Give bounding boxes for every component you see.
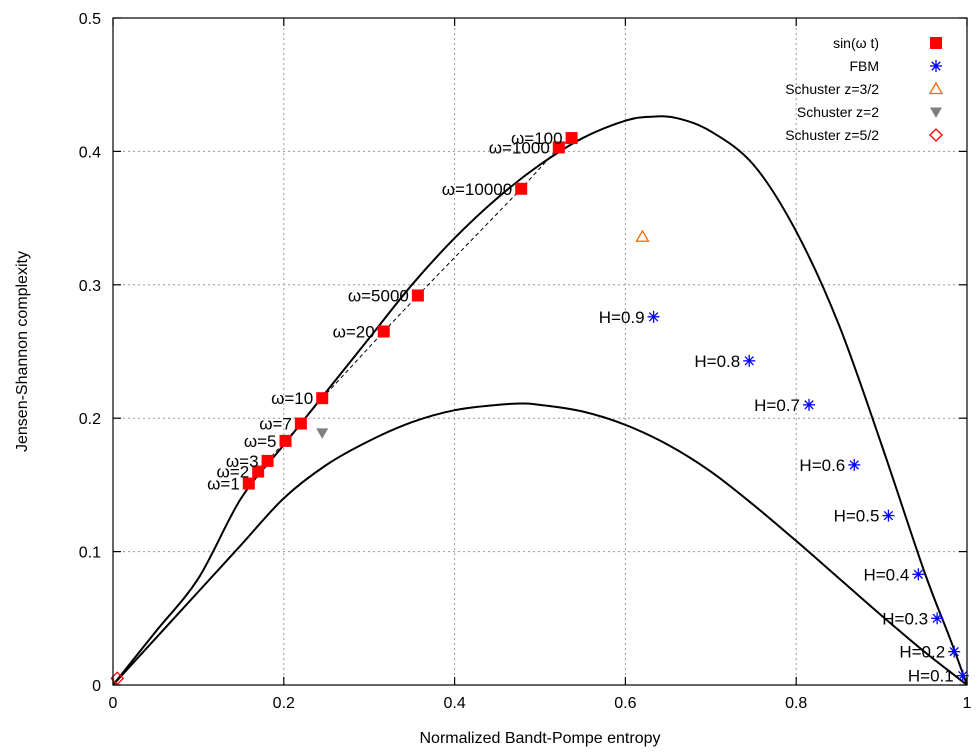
series-0-point (294, 417, 307, 430)
series-0-point (377, 325, 390, 338)
legend-entry-marker (930, 107, 942, 118)
legend-entry-label: Schuster z=2 (797, 104, 879, 120)
legend-entry-label: sin(ω t) (833, 35, 879, 51)
series-0-point-label: ω=1000 (489, 138, 550, 157)
series-0-point (279, 434, 292, 447)
series-0-point (316, 392, 329, 405)
data-points (110, 132, 969, 686)
series-1-point-label: H=0.4 (863, 565, 909, 584)
series-0-point-label: ω=10 (271, 389, 313, 408)
series-1-point (848, 458, 861, 471)
series-1-point-stroke (804, 400, 814, 410)
legend-entry-label: Schuster z=3/2 (785, 81, 879, 97)
series-0-point (552, 141, 565, 154)
series-1-point (743, 354, 756, 367)
series-0-point-label: ω=10000 (442, 180, 512, 199)
x-tick-label: 0.2 (273, 695, 295, 712)
y-tick-label: 0 (92, 678, 101, 695)
series-0-point-label: ω=2 (217, 463, 250, 482)
y-tick-label: 0.1 (79, 545, 101, 562)
series-0-point (565, 132, 578, 145)
series-1-point (912, 568, 925, 581)
series-0-point-label: ω=5 (244, 432, 277, 451)
series-1-point-label: H=0.2 (899, 643, 945, 662)
series-1-point-label: H=0.3 (882, 609, 928, 628)
x-tick-label: 0.8 (785, 695, 807, 712)
x-tick-label: 0 (109, 695, 118, 712)
series-1-point-stroke (913, 569, 924, 579)
legend-entry-marker (930, 60, 942, 72)
legend-entry-marker-stroke (931, 61, 941, 71)
y-tick-label: 0.2 (79, 411, 101, 428)
series-1-point (803, 398, 816, 411)
y-tick-label: 0.4 (79, 144, 101, 161)
series-0-point-label: ω=20 (333, 322, 375, 341)
legend-entry-marker (928, 81, 944, 95)
series-1-point-stroke (744, 356, 754, 366)
legend: sin(ω t) FBM Schuster z=3/2 Schuster z=2 Sch… (785, 35, 944, 143)
upper-bound-curve (112, 115, 968, 686)
series-3-point (316, 428, 329, 439)
series-1-point-stroke (932, 613, 942, 624)
series-0-point (252, 465, 265, 478)
series-1-point-stroke (958, 670, 968, 681)
series-0-point (261, 454, 274, 467)
series-1-point-stroke (949, 646, 959, 657)
series-1-point-label: H=0.1 (908, 667, 954, 686)
x-axis-label: Normalized Bandt-Pompe entropy (419, 730, 660, 747)
legend-entry-marker (930, 37, 942, 49)
lower-bound-curve (112, 402, 968, 686)
point-labels: ω=1ω=2ω=3ω=5ω=7 ω=10 ω=20 ω=5000 ω=10000 ω=10… (207, 129, 954, 686)
series-1-point-label: H=0.5 (834, 507, 880, 526)
y-axis-label: Jensen-Shannon complexity (14, 251, 31, 452)
series-1-point (948, 645, 961, 658)
series-1-point-label: H=0.7 (754, 396, 800, 415)
series-0-point-label: ω=100 (511, 129, 563, 148)
y-tick-label: 0.5 (79, 11, 101, 28)
legend-entry-label: Schuster z=5/2 (785, 127, 879, 143)
series-0-point (411, 289, 424, 302)
y-tick-label: 0.3 (79, 278, 101, 295)
series-1-point-label: H=0.8 (694, 352, 740, 371)
series-1-point-label: H=0.9 (599, 308, 645, 327)
x-tick-label: 0.4 (443, 695, 465, 712)
grid-lines (113, 18, 967, 685)
series-1-point (931, 612, 944, 625)
plot-frame (112, 17, 968, 686)
series-0-point (515, 182, 528, 195)
x-tick-label: 0.6 (614, 695, 636, 712)
series-0-point-label: ω=5000 (348, 286, 409, 305)
series-0-point-label: ω=7 (259, 415, 292, 434)
series-0-point-label: ω=3 (226, 452, 259, 471)
axis-ticks: 0 0.2 0.4 0.6 0.8 1 0 0.1 0.2 0.3 0.4 0.5 (79, 11, 972, 712)
series-2-point (635, 229, 650, 242)
legend-entry-marker (929, 128, 943, 142)
series-1-point-label: H=0.6 (799, 456, 845, 475)
series-0-point (242, 477, 255, 490)
series-1-point (647, 310, 660, 323)
series-0-point-label: ω=1 (207, 475, 240, 494)
series-1-point-stroke (648, 312, 659, 322)
series-1-point-stroke (883, 510, 894, 521)
bound-curves (112, 115, 968, 686)
legend-entry-label: FBM (849, 58, 879, 74)
series-1-point-stroke (849, 460, 859, 470)
x-tick-label: 1 (963, 695, 972, 712)
series-1-point (882, 509, 895, 522)
